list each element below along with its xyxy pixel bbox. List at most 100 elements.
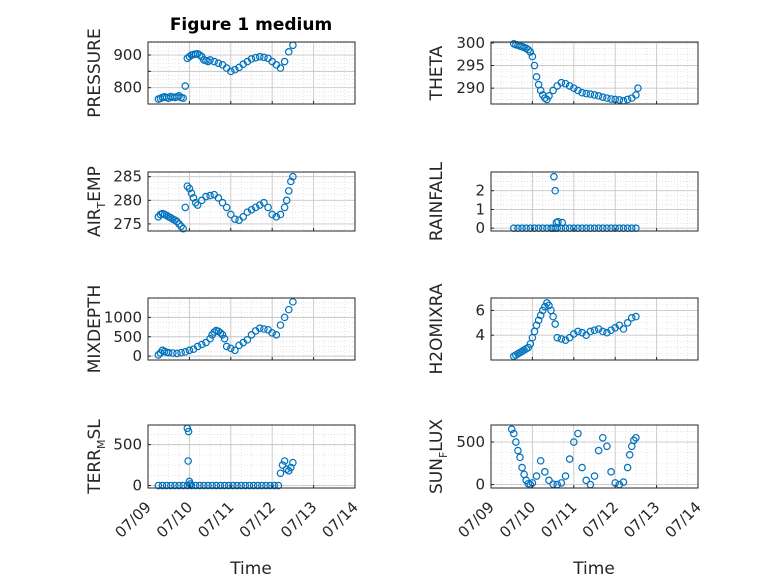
data-point (545, 92, 553, 100)
data-point (545, 476, 553, 485)
y-tick-label: 275 (113, 215, 142, 233)
data-point (607, 95, 615, 103)
data-point (202, 338, 210, 347)
data-point (512, 438, 520, 446)
data-point (175, 220, 183, 228)
data-point (538, 306, 547, 315)
data-point (173, 217, 181, 226)
data-point (227, 210, 235, 219)
data-point (532, 73, 541, 81)
y-tick-label: 6 (475, 301, 485, 319)
data-point (162, 211, 171, 220)
x-tick-label: 07/11 (537, 498, 580, 541)
data-point (557, 78, 566, 87)
data-point (590, 326, 599, 335)
axes-frame (490, 297, 699, 361)
data-point (255, 52, 264, 61)
data-point (582, 331, 591, 340)
data-point (623, 463, 632, 472)
data-point (243, 208, 252, 216)
data-point (274, 481, 283, 490)
data-point (603, 442, 611, 451)
data-point (175, 481, 183, 490)
data-point (154, 351, 163, 359)
plot-area (148, 172, 355, 231)
y-axis-label: SUNFLUX (427, 419, 450, 494)
x-tick-label: 07/10 (496, 498, 539, 541)
data-point (245, 481, 254, 490)
data-point (582, 476, 591, 485)
data-point (255, 201, 264, 209)
data-point (187, 189, 196, 198)
data-point (530, 61, 539, 70)
data-point (189, 194, 198, 202)
data-point (237, 481, 245, 490)
data-point (231, 65, 239, 74)
data-point (231, 215, 239, 224)
data-point (569, 438, 578, 446)
data-point (289, 298, 297, 306)
data-point (181, 82, 190, 90)
data-point (582, 89, 591, 98)
x-tick-label: 07/12 (236, 498, 279, 541)
data-point (266, 481, 274, 490)
data-point (561, 472, 570, 480)
data-point (260, 198, 268, 207)
x-tick-label: 07/09 (112, 498, 155, 541)
data-point (549, 312, 557, 321)
data-point (594, 446, 603, 455)
data-point (586, 327, 595, 336)
data-point (536, 86, 545, 95)
data-point (524, 343, 533, 352)
subplot-grid: 800 900 PRESSURE 290 295 300 THETA 275 280 285 AIR… (85, 28, 705, 541)
data-point (179, 94, 187, 102)
data-point (561, 336, 570, 344)
subplot-3: 275 280 285 AIRTEMP (85, 166, 356, 237)
x-axis-label-left: Time (229, 559, 272, 579)
data-point (280, 313, 289, 322)
y-tick-label: 1 (475, 200, 485, 218)
data-point (227, 67, 235, 76)
data-point (173, 349, 181, 358)
y-tick-label: 295 (456, 57, 485, 75)
data-point (632, 91, 640, 99)
data-point (586, 90, 595, 98)
x-axis-label-right: Time (572, 559, 615, 579)
y-tick-label: 290 (456, 79, 485, 97)
data-point (185, 52, 194, 61)
y-axis-label: AIRTEMP (85, 166, 108, 237)
subplot-6: 4 6 H2OMIXRA (427, 283, 699, 375)
y-axis-label: THETA (427, 45, 447, 101)
data-point (243, 336, 252, 344)
data-point (565, 455, 574, 463)
data-point (202, 192, 210, 201)
y-tick-label: 1000 (104, 308, 142, 326)
data-point (558, 218, 567, 227)
data-point (171, 481, 179, 490)
y-tick-label: 500 (113, 328, 142, 346)
data-point (287, 463, 295, 472)
data-point (632, 433, 640, 442)
y-tick-label: 285 (113, 168, 142, 186)
data-point (231, 346, 239, 355)
data-point (625, 450, 634, 459)
y-axis-label: H2OMIXRA (427, 283, 447, 374)
data-point (594, 92, 603, 100)
data-point (222, 203, 231, 212)
data-point (276, 469, 285, 478)
data-point (214, 194, 223, 202)
data-point (550, 172, 558, 181)
data-point (179, 481, 187, 490)
data-point (154, 481, 163, 490)
data-point (272, 331, 281, 339)
data-point (216, 329, 225, 337)
data-point (272, 213, 281, 221)
data-point (282, 465, 291, 473)
data-point (198, 196, 206, 205)
x-tick-label: 07/11 (194, 498, 237, 541)
y-tick-label: 0 (132, 347, 142, 365)
data-point (185, 184, 194, 193)
axes-frame (147, 424, 356, 489)
data-point (557, 335, 566, 343)
